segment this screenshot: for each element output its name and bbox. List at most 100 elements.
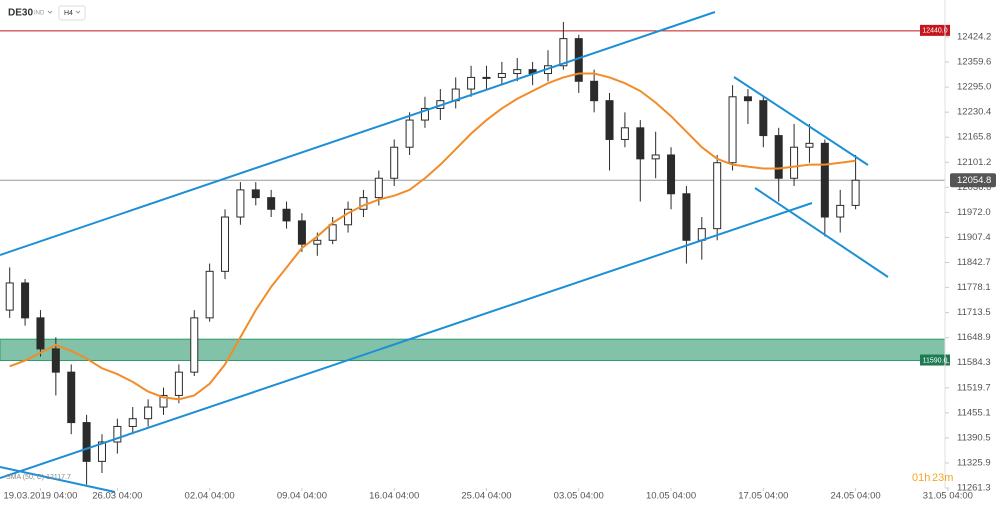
candle-body bbox=[282, 208, 291, 222]
candle-body bbox=[405, 119, 414, 148]
candle-body bbox=[51, 348, 60, 373]
y-tick-label: 11907.4 bbox=[957, 232, 991, 243]
x-tick-label: 02.04 04:00 bbox=[185, 491, 235, 502]
y-tick-label: 11713.5 bbox=[957, 307, 991, 318]
candle-body bbox=[67, 371, 76, 424]
candle-body bbox=[190, 317, 199, 373]
candle-body bbox=[344, 208, 353, 226]
candle-body bbox=[113, 425, 122, 443]
y-tick-label: 11519.7 bbox=[957, 382, 991, 393]
y-tick-label: 11261.3 bbox=[957, 483, 991, 494]
sma-line bbox=[9, 72, 856, 401]
candle-body bbox=[374, 177, 383, 199]
y-tick-label: 11972.0 bbox=[957, 207, 991, 218]
candle-body bbox=[267, 197, 276, 210]
candle-body bbox=[482, 76, 491, 79]
candle-body bbox=[682, 193, 691, 241]
candle-body bbox=[513, 69, 522, 75]
x-tick-label: 16.04 04:00 bbox=[369, 491, 419, 502]
candle-body bbox=[713, 162, 722, 230]
countdown-hours: 01h bbox=[912, 472, 930, 484]
countdown-minutes: 23m bbox=[932, 472, 953, 484]
x-tick-label: 09.04 04:00 bbox=[277, 491, 327, 502]
candle-body bbox=[467, 76, 476, 90]
candle-body bbox=[559, 38, 568, 67]
level-layer: 12440.0 bbox=[0, 24, 950, 181]
y-tick-label: 11390.5 bbox=[957, 432, 991, 443]
sma-legend: SMA (50, C) 12117.7 bbox=[6, 474, 71, 481]
timeframe-select[interactable] bbox=[58, 5, 86, 21]
trendline bbox=[0, 11, 716, 256]
candle-body bbox=[667, 154, 676, 195]
candle-body bbox=[36, 317, 45, 350]
candle-body bbox=[328, 224, 337, 241]
candle-body bbox=[636, 127, 645, 160]
candle-body bbox=[820, 142, 829, 218]
candle-body bbox=[82, 422, 91, 462]
x-tick-label: 26.03 04:00 bbox=[92, 491, 142, 502]
candle-body bbox=[497, 73, 506, 78]
zone-label-box bbox=[920, 354, 950, 366]
y-tick-label: 12295.0 bbox=[957, 82, 991, 93]
trendline bbox=[0, 466, 116, 493]
y-tick-label: 12230.4 bbox=[957, 107, 991, 118]
y-tick-label: 11648.9 bbox=[957, 332, 991, 343]
y-tick-label: 12101.2 bbox=[957, 157, 991, 168]
candle-body bbox=[743, 96, 752, 102]
last-price-label: 12054.8 bbox=[957, 175, 991, 186]
y-tick-label: 12165.8 bbox=[957, 132, 991, 143]
market: IND bbox=[34, 11, 45, 17]
timeframe[interactable]: H4 bbox=[64, 10, 73, 17]
candle-body bbox=[790, 146, 799, 179]
zone-label: 11590.0 bbox=[923, 357, 948, 364]
candle-body bbox=[836, 204, 845, 218]
candle-body bbox=[5, 282, 14, 311]
x-tick-label: 10.05 04:00 bbox=[646, 491, 696, 502]
candle-body bbox=[313, 239, 322, 245]
header: DE30 IND H4 bbox=[8, 5, 86, 21]
last-price-box bbox=[950, 173, 996, 188]
support-zone bbox=[0, 338, 946, 362]
candle-body bbox=[390, 146, 399, 179]
candle-body bbox=[774, 135, 783, 179]
candle-body bbox=[759, 100, 768, 137]
x-tick-label: 03.05 04:00 bbox=[554, 491, 604, 502]
candle-body bbox=[221, 216, 230, 272]
x-tick-label: 19.03.2019 04:00 bbox=[3, 491, 77, 502]
y-tick-label: 12424.2 bbox=[957, 32, 991, 43]
candle-body bbox=[174, 371, 183, 396]
axis-layer: 12424.2 12359.6 12295.0 12230.4 12165.8 12101… bbox=[3, 32, 996, 502]
candle-body bbox=[805, 142, 814, 148]
candle-body bbox=[605, 100, 614, 140]
x-tick-label: 31.05 04:00 bbox=[923, 491, 973, 502]
candle-body bbox=[590, 80, 599, 102]
candle-body bbox=[651, 154, 660, 160]
level-label-box bbox=[920, 24, 950, 36]
candle-body bbox=[21, 282, 30, 319]
x-tick-label: 24.05 04:00 bbox=[831, 491, 881, 502]
x-tick-label: 25.04 04:00 bbox=[461, 491, 511, 502]
trendline bbox=[0, 202, 813, 479]
candle-body bbox=[128, 418, 137, 427]
symbol: DE30 bbox=[8, 8, 33, 19]
sma-layer bbox=[9, 72, 856, 401]
candle-body bbox=[205, 270, 214, 319]
candle-body bbox=[620, 127, 629, 140]
candle-body bbox=[159, 394, 168, 408]
y-tick-label: 12359.6 bbox=[957, 57, 991, 68]
candle-body bbox=[851, 179, 860, 206]
y-tick-label: 11455.1 bbox=[957, 407, 991, 418]
trendline bbox=[754, 187, 889, 278]
candle-body bbox=[297, 220, 306, 245]
x-tick-label: 17.05 04:00 bbox=[738, 491, 788, 502]
y-tick-label: 11584.3 bbox=[957, 357, 991, 368]
dropdown-icon bbox=[75, 10, 81, 14]
candle-body bbox=[236, 189, 245, 218]
candle-body bbox=[144, 406, 153, 420]
y-tick-label: 12036.6 bbox=[957, 182, 991, 193]
y-tick-label: 11778.1 bbox=[957, 282, 991, 293]
candle-body bbox=[97, 441, 106, 462]
y-tick-label: 11842.7 bbox=[957, 257, 991, 268]
dropdown-icon bbox=[47, 10, 53, 14]
